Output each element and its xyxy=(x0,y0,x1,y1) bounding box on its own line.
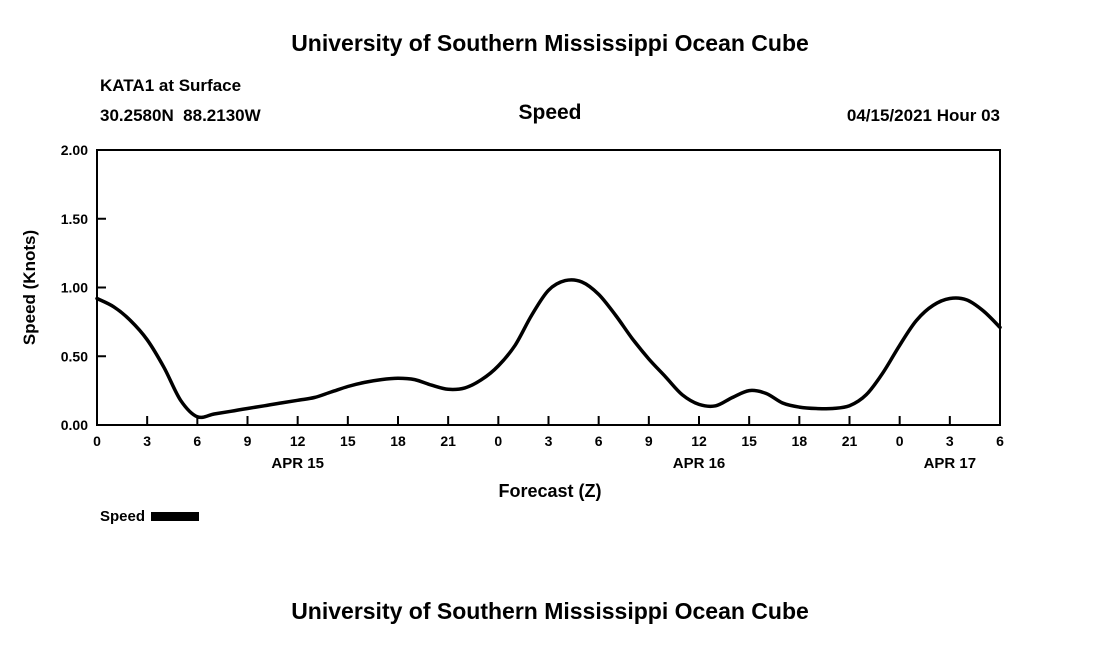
legend: Speed xyxy=(100,508,200,525)
x-tick-label: 0 xyxy=(93,433,101,449)
x-date-label: APR 15 xyxy=(271,455,324,472)
y-tick-label: 0.50 xyxy=(61,348,88,364)
legend-line-swatch xyxy=(151,512,200,521)
x-tick-label: 3 xyxy=(946,433,954,449)
x-tick-label: 12 xyxy=(290,433,306,449)
page-title-top: University of Southern Mississippi Ocean… xyxy=(291,30,809,56)
x-tick-label: 18 xyxy=(390,433,406,449)
valid-time-label: 04/15/2021 Hour 03 xyxy=(846,106,1000,125)
x-tick-label: 9 xyxy=(645,433,653,449)
x-tick-label: 6 xyxy=(595,433,603,449)
y-tick-label: 2.00 xyxy=(61,142,88,158)
x-tick-label: 21 xyxy=(842,433,858,449)
y-tick-label: 1.50 xyxy=(61,211,88,227)
x-tick-label: 0 xyxy=(494,433,502,449)
speed-line-series xyxy=(95,278,1002,420)
x-tick-label: 9 xyxy=(244,433,252,449)
speed-chart: Speed (Knots) 0.00 0.50 1.00 1.50 2.00 0 3 6 9 12… xyxy=(20,142,1004,472)
x-tick-label: 15 xyxy=(741,433,757,449)
page-title-bottom: University of Southern Mississippi Ocean… xyxy=(291,598,809,624)
y-axis-label: Speed (Knots) xyxy=(20,230,39,345)
station-label: KATA1 at Surface xyxy=(100,76,242,95)
plot-title: Speed xyxy=(518,101,582,124)
x-tick-label: 6 xyxy=(996,433,1004,449)
y-tick-label: 0.00 xyxy=(61,417,88,433)
x-tick-label: 18 xyxy=(792,433,808,449)
y-tick-label: 1.00 xyxy=(61,280,88,296)
x-tick-label: 6 xyxy=(193,433,201,449)
x-tick-label: 0 xyxy=(896,433,904,449)
x-tick-label: 15 xyxy=(340,433,356,449)
x-date-label: APR 17 xyxy=(924,455,977,472)
x-tick-label: 12 xyxy=(691,433,707,449)
plot-border xyxy=(96,149,1001,426)
legend-label: Speed xyxy=(100,508,146,525)
x-tick-label: 3 xyxy=(545,433,553,449)
x-date-label: APR 16 xyxy=(673,455,726,472)
x-tick-label: 3 xyxy=(143,433,151,449)
x-axis-label: Forecast (Z) xyxy=(498,481,602,501)
x-tick-label: 21 xyxy=(440,433,456,449)
coordinates-label: 30.2580N 88.2130W xyxy=(100,106,261,125)
